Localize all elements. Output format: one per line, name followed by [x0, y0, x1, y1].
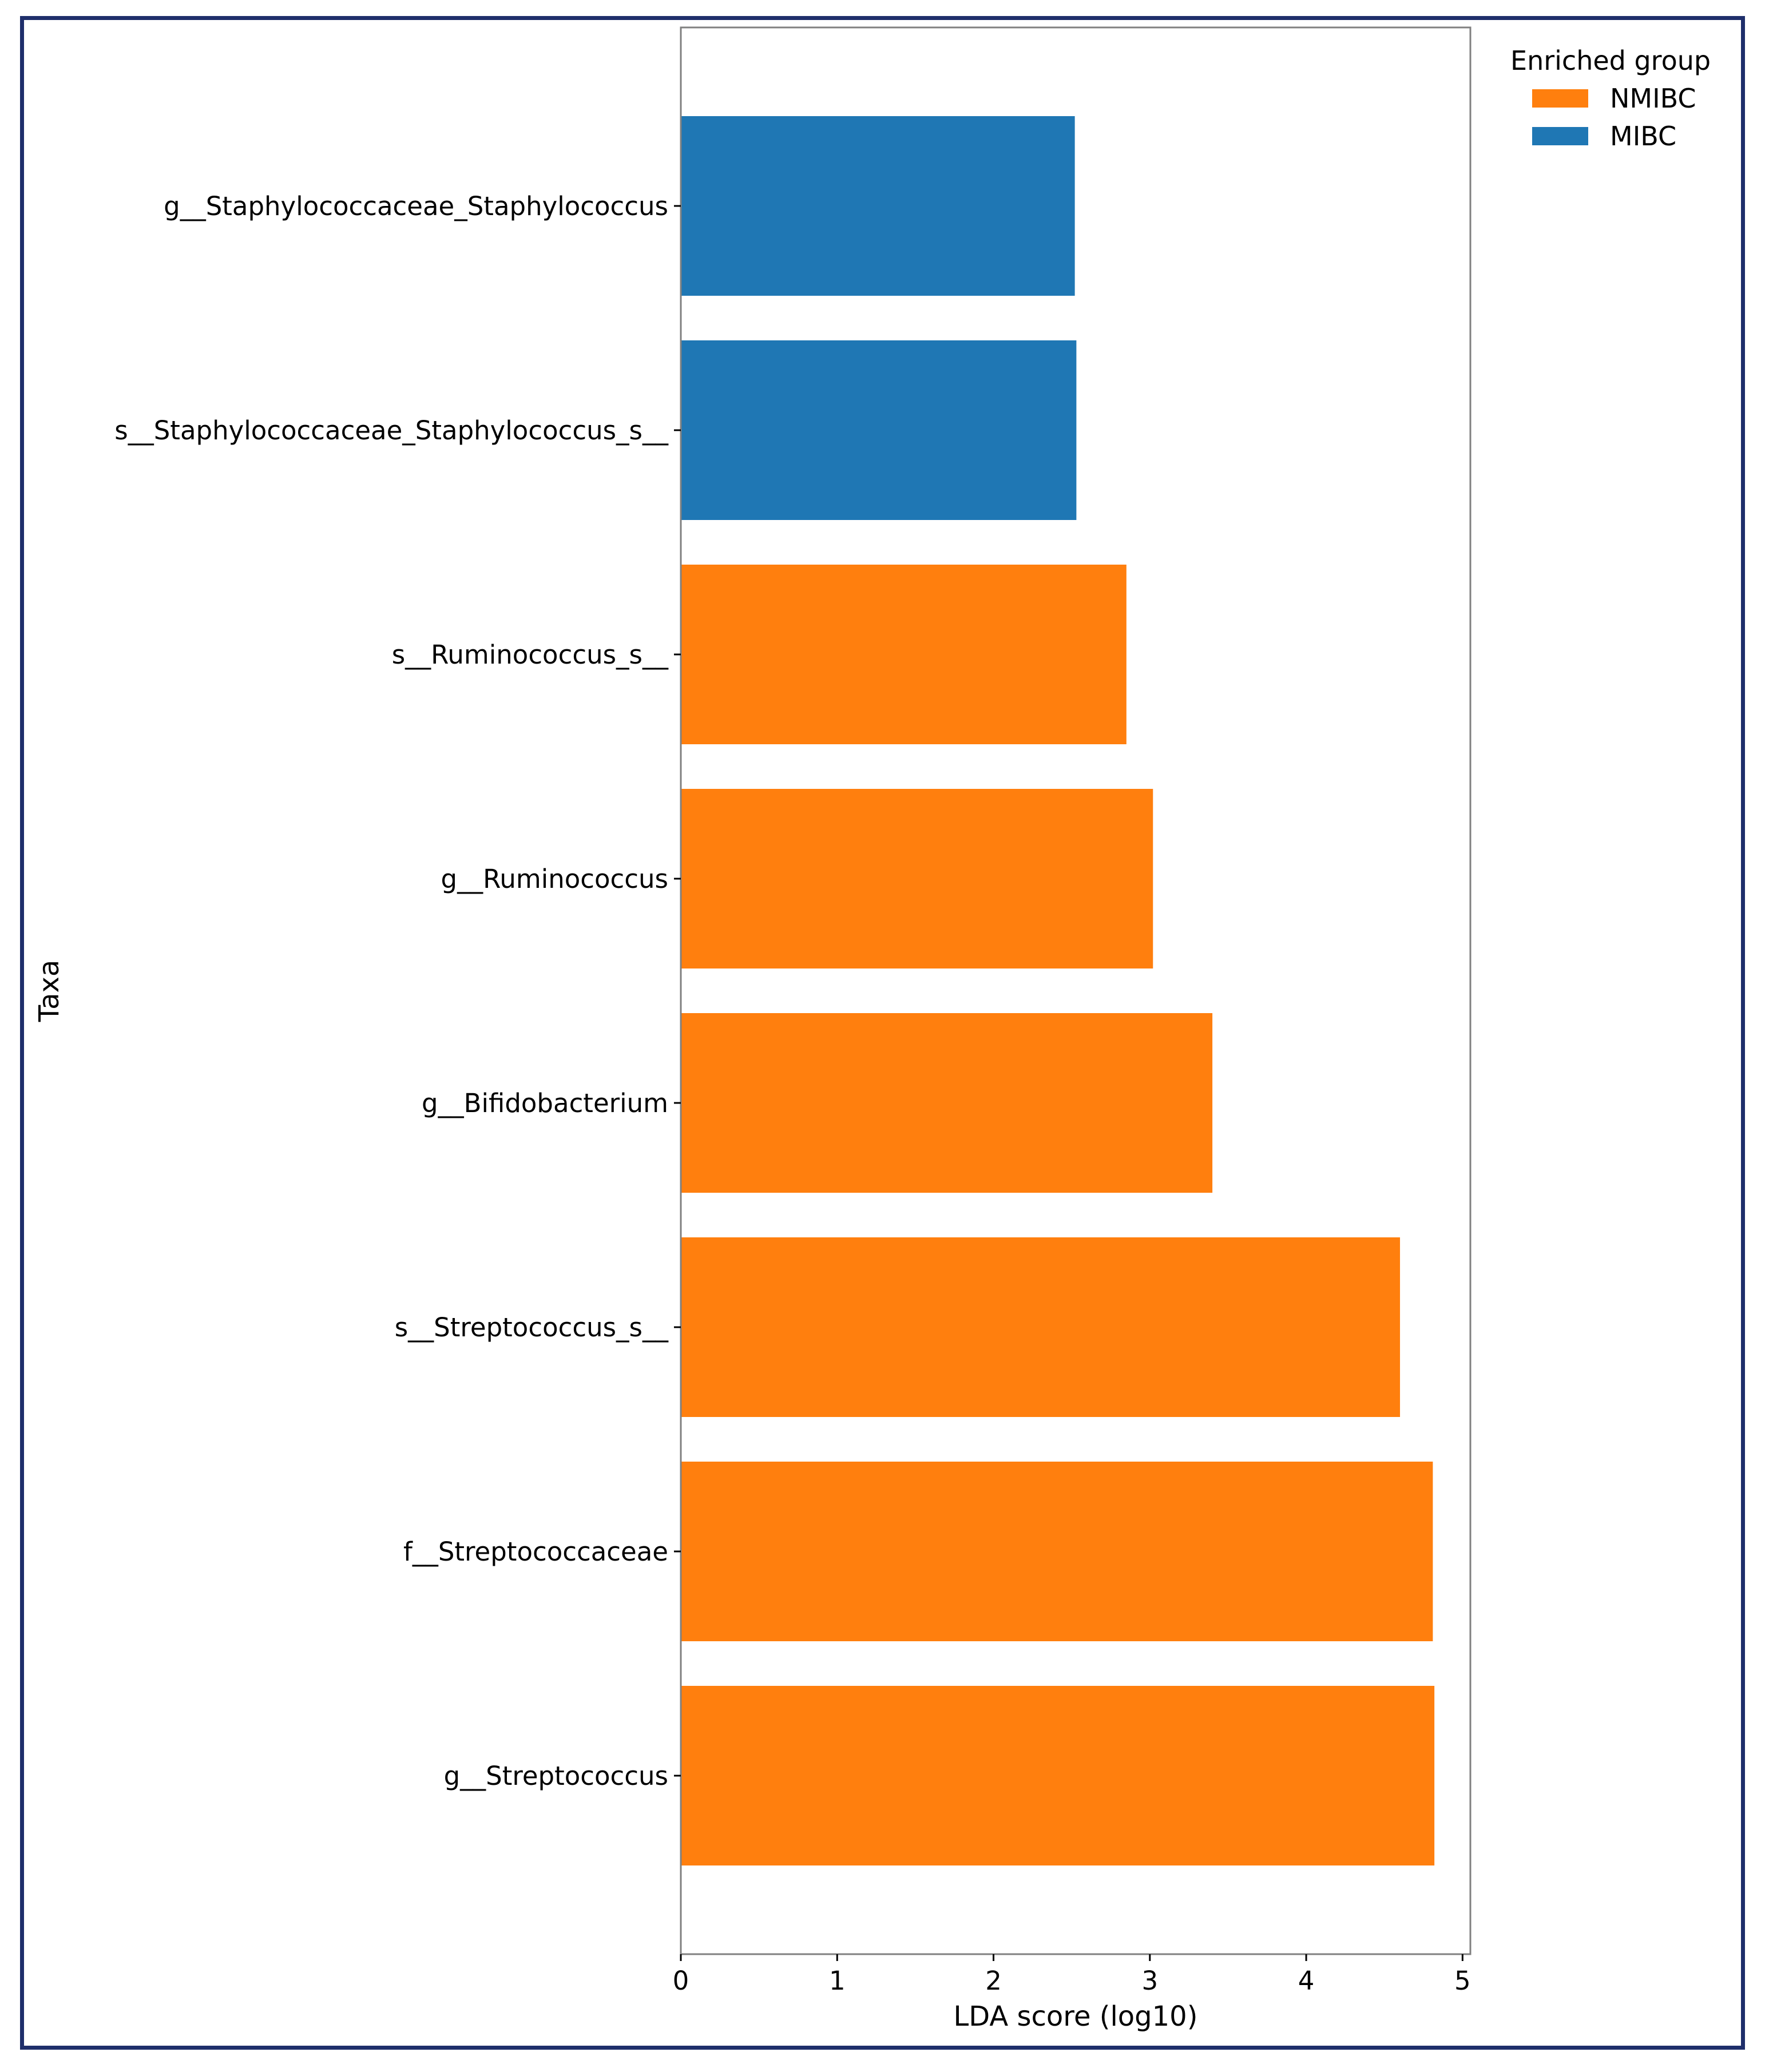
- y-tick-label-2: s__Ruminococcus_s__: [392, 640, 669, 670]
- y-tick-label-1: s__Staphylococcaceae_Staphylococcus_s__: [114, 415, 668, 446]
- x-axis-label: LDA score (log10): [954, 2000, 1198, 2033]
- bar-4: [681, 1013, 1213, 1193]
- legend-title: Enriched group: [1510, 45, 1711, 76]
- x-tick-label-3: 3: [1141, 1966, 1158, 1996]
- y-tick-label-5: s__Streptococcus_s__: [395, 1312, 669, 1343]
- bar-0: [681, 116, 1075, 296]
- x-tick-label-2: 2: [985, 1966, 1002, 1996]
- x-tick-label-1: 1: [829, 1966, 846, 1996]
- plot-area-frame: [680, 26, 1472, 1955]
- bar-6: [681, 1462, 1433, 1641]
- legend: Enriched group NMIBC MIBC: [1510, 45, 1711, 152]
- bar-5: [681, 1237, 1401, 1417]
- bar-7: [681, 1686, 1435, 1865]
- y-tick-label-0: g__Staphylococcaceae_Staphylococcus: [164, 191, 668, 221]
- legend-swatch-mibc: [1532, 127, 1588, 145]
- y-tick-label-3: g__Ruminococcus: [441, 864, 668, 894]
- x-tick-label-4: 4: [1298, 1966, 1315, 1996]
- y-tick-label-6: f__Streptococcaceae: [403, 1537, 668, 1567]
- legend-label-mibc: MIBC: [1610, 121, 1676, 152]
- y-axis-ticks: g__Staphylococcaceae_Staphylococcus s__St…: [114, 191, 681, 1791]
- y-axis-label: Taxa: [33, 960, 65, 1023]
- legend-swatch-nmibc: [1532, 89, 1588, 108]
- x-tick-label-0: 0: [673, 1966, 689, 1996]
- bars-layer: [681, 116, 1435, 1865]
- y-tick-label-7: g__Streptococcus: [444, 1761, 668, 1791]
- bar-1: [681, 340, 1077, 520]
- x-tick-label-5: 5: [1454, 1966, 1471, 1996]
- x-axis-ticks: 0 1 2 3 4 5: [673, 1954, 1471, 1996]
- y-tick-label-4: g__Bifidobacterium: [422, 1088, 668, 1118]
- bar-3: [681, 789, 1153, 968]
- bar-2: [681, 565, 1127, 744]
- legend-label-nmibc: NMIBC: [1610, 83, 1696, 114]
